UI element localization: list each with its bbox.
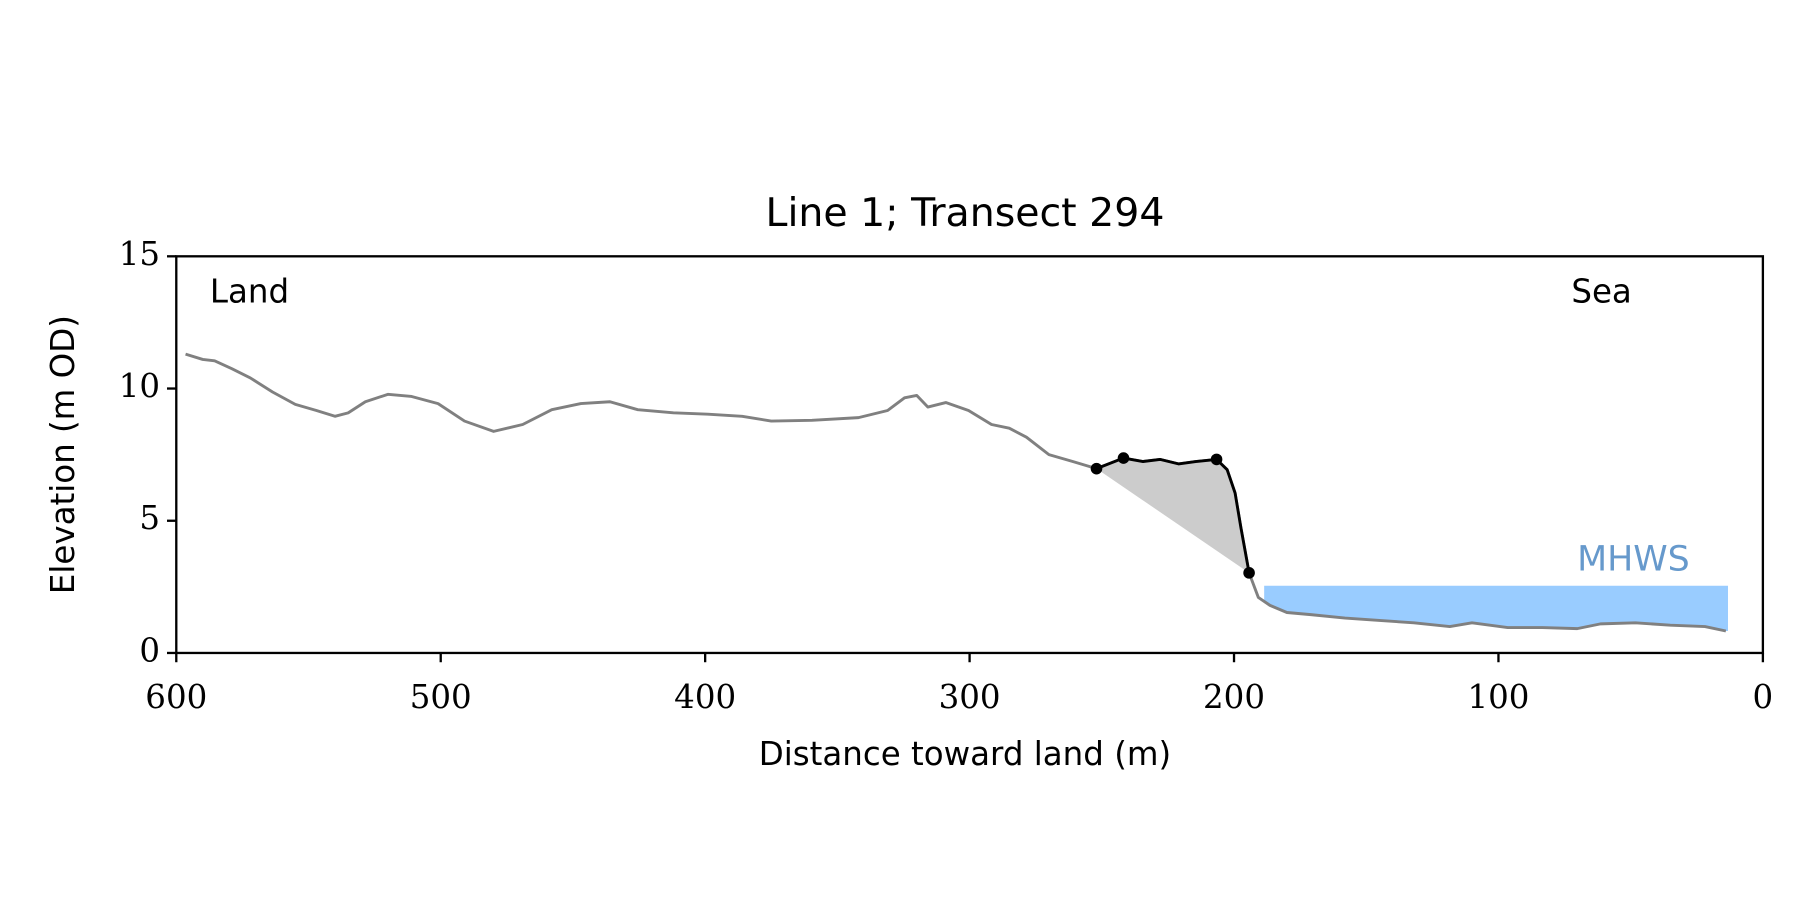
x-tick-label: 200 xyxy=(1203,678,1265,716)
y-tick-label: 15 xyxy=(119,235,160,273)
cliff-area xyxy=(1096,458,1250,573)
line xyxy=(185,352,1727,633)
y-tick-label: 0 xyxy=(139,631,160,669)
chart-title: Line 1; Transect 294 xyxy=(765,190,1164,236)
mhws-label: MHWS xyxy=(1577,539,1690,579)
annotation: Land xyxy=(210,272,289,310)
marker xyxy=(1243,567,1255,579)
marker xyxy=(1210,453,1223,466)
annotation: Sea xyxy=(1571,272,1631,310)
x-axis-label: Distance toward land (m) xyxy=(759,735,1171,773)
y-tick-label: 10 xyxy=(119,367,160,405)
x-tick-label: 0 xyxy=(1753,678,1774,716)
y-axis-label: Elevation (m OD) xyxy=(44,315,82,594)
x-tick-label: 600 xyxy=(145,678,207,716)
x-tick-label: 400 xyxy=(674,678,736,716)
x-tick-label: 500 xyxy=(410,678,472,716)
x-tick-label: 100 xyxy=(1467,678,1529,716)
marker xyxy=(1090,462,1103,475)
x-tick-label: 300 xyxy=(939,678,1001,716)
marker xyxy=(1117,452,1130,464)
y-tick-label: 5 xyxy=(139,499,160,537)
line xyxy=(1095,456,1251,574)
plot-area: MHWS xyxy=(185,352,1728,633)
